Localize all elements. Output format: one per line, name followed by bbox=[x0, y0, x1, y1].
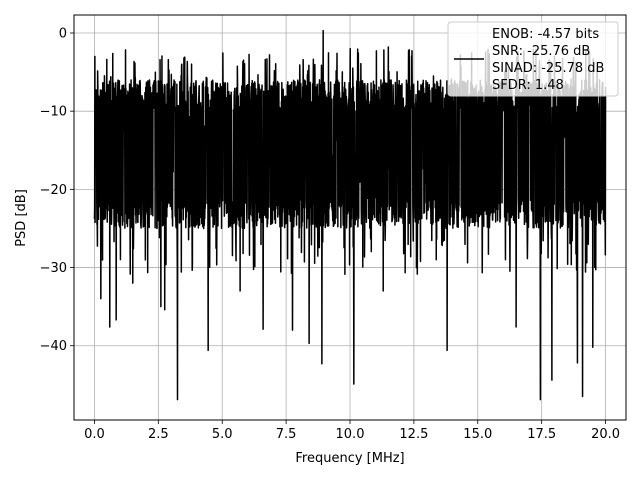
legend-sinad: SINAD: -25.78 dB bbox=[492, 61, 604, 76]
y-tick-label: −20 bbox=[40, 183, 67, 198]
legend-enob: ENOB: -4.57 bits bbox=[492, 27, 599, 42]
legend-box bbox=[447, 21, 619, 97]
y-tick-label: −10 bbox=[40, 105, 67, 120]
psd-series-line bbox=[93, 29, 607, 401]
y-axis-label: PSD [dB] bbox=[14, 189, 29, 247]
x-tick-label: 10.0 bbox=[336, 427, 365, 442]
y-axis-ticks: 0 −10 −20 −30 −40 bbox=[40, 26, 74, 354]
x-tick-label: 7.5 bbox=[276, 427, 297, 442]
y-tick-label: −30 bbox=[40, 261, 67, 276]
x-tick-label: 12.5 bbox=[399, 427, 428, 442]
x-tick-label: 17.5 bbox=[527, 427, 556, 442]
y-tick-label: −40 bbox=[40, 339, 67, 354]
x-tick-label: 0.0 bbox=[84, 427, 105, 442]
x-axis-label: Frequency [MHz] bbox=[295, 451, 404, 466]
x-axis-ticks: 0.0 2.5 5.0 7.5 10.0 12.5 15.0 17.5 20.0 bbox=[84, 420, 620, 442]
y-tick-label: 0 bbox=[59, 26, 67, 41]
legend-snr: SNR: -25.76 dB bbox=[492, 44, 590, 59]
x-tick-label: 15.0 bbox=[463, 427, 492, 442]
legend: ENOB: -4.57 bits SNR: -25.76 dB SINAD: -… bbox=[447, 21, 619, 97]
x-tick-label: 2.5 bbox=[148, 427, 169, 442]
legend-sfdr: SFDR: 1.48 bbox=[492, 78, 564, 93]
x-tick-label: 20.0 bbox=[591, 427, 620, 442]
psd-series bbox=[93, 29, 607, 401]
x-tick-label: 5.0 bbox=[212, 427, 233, 442]
